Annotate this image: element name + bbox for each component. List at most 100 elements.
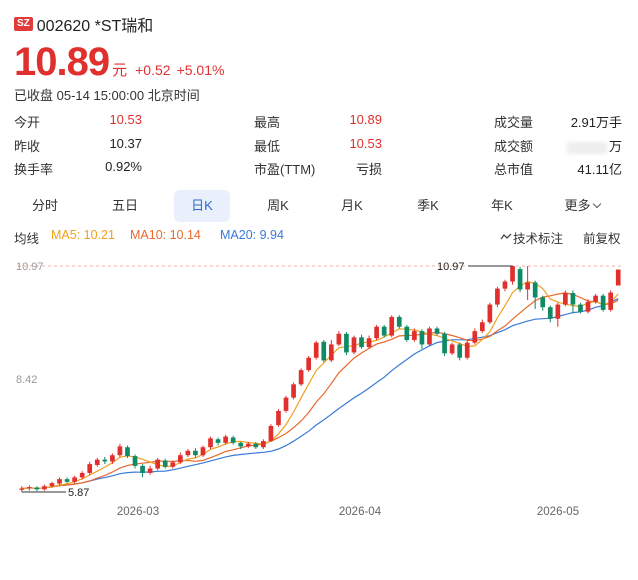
candle-body	[517, 269, 523, 290]
x-tick-label: 2026-05	[537, 506, 579, 518]
candle-body	[495, 288, 500, 305]
candle-body	[608, 292, 614, 310]
stock-title: 002620 *ST瑞和	[36, 18, 154, 35]
stat-label: 最高	[254, 115, 281, 130]
candle-body	[132, 456, 138, 466]
candle-body	[200, 447, 206, 456]
stock-header: SZ 002620 *ST瑞和	[14, 12, 153, 36]
stat-low: 最低 10.53	[254, 136, 382, 154]
candle-body	[396, 316, 402, 327]
candle-body	[487, 304, 493, 323]
candle-body	[117, 446, 123, 456]
market-status: 已收盘 05-14 15:00:00 北京时间	[14, 88, 200, 103]
ma20-line	[21, 298, 619, 490]
y-tick-label: 10.97	[16, 261, 44, 273]
ma10-line	[21, 292, 619, 490]
candle-body	[245, 443, 251, 447]
candle-body	[525, 282, 530, 290]
stat-label: 市盈(TTM)	[254, 162, 316, 177]
candle-body	[600, 295, 606, 310]
candle-body	[140, 465, 145, 473]
candle-body	[464, 342, 470, 358]
tab-yearly-k[interactable]: 年K	[491, 198, 513, 213]
stat-label: 换手率	[14, 162, 54, 177]
ma-legend: 均线 MA5: 10.21 MA10: 10.14 MA20: 9.94 技术标…	[14, 228, 626, 246]
candle-body	[125, 447, 130, 457]
candle-body	[110, 455, 115, 462]
candle-body	[283, 397, 289, 411]
current-price: 10.89	[14, 40, 110, 84]
price-change: +0.52	[135, 62, 171, 78]
candle-body	[185, 450, 191, 456]
candle-body	[540, 297, 546, 308]
candle-body	[328, 344, 334, 361]
candle-body	[87, 464, 93, 473]
candle-body	[208, 438, 213, 448]
adjust-button[interactable]: 前复权	[583, 232, 621, 246]
candle-body	[155, 459, 161, 469]
candle-body	[230, 437, 236, 443]
tab-monthly-k[interactable]: 月K	[341, 198, 363, 213]
candle-body	[615, 269, 621, 286]
tab-more[interactable]: 更多	[554, 190, 610, 222]
y-tick-label: 8.42	[16, 374, 37, 386]
candle-body	[298, 370, 304, 385]
tab-daily-k[interactable]: 日K	[174, 190, 230, 222]
trend-icon	[500, 233, 512, 240]
high-annotation-label: 10.97	[437, 261, 465, 273]
candle-body	[442, 333, 447, 354]
ma5-value: MA5: 10.21	[51, 228, 115, 242]
candle-body	[94, 459, 100, 465]
candle-body	[147, 468, 153, 473]
stat-label: 成交额	[494, 139, 534, 154]
candle-body	[170, 462, 176, 467]
stat-value: 2.91万手	[570, 115, 622, 130]
candle-body	[555, 304, 561, 319]
candle-body	[49, 483, 55, 487]
stat-value: 10.37	[109, 136, 142, 151]
stat-label: 昨收	[14, 139, 41, 154]
candle-body	[472, 331, 478, 343]
candle-body	[449, 344, 455, 354]
stat-prev-close: 昨收 10.37	[14, 136, 142, 154]
stat-turnover-rate: 换手率 0.92%	[14, 159, 142, 177]
candle-body	[162, 460, 168, 467]
stat-value: 0.92%	[105, 159, 142, 174]
candle-body	[570, 293, 576, 305]
candle-body	[42, 486, 47, 490]
ma20-value: MA20: 9.94	[220, 228, 284, 242]
candle-body	[359, 337, 364, 348]
price-change-percent: +5.01%	[176, 62, 225, 78]
candle-body	[177, 455, 183, 463]
candle-body	[366, 338, 372, 348]
candle-body	[276, 410, 281, 426]
candle-body	[532, 282, 538, 298]
price-unit: 元	[112, 62, 128, 79]
stat-label: 总市值	[494, 162, 534, 177]
candle-body	[57, 479, 62, 484]
tech-annotation-button[interactable]: 技术标注	[500, 228, 563, 246]
tab-weekly-k[interactable]: 周K	[267, 198, 289, 213]
stat-value: 亏损	[355, 162, 382, 177]
stat-value: 10.53	[349, 136, 382, 151]
stat-volume: 成交量 2.91万手	[494, 112, 622, 130]
ma10-value: MA10: 10.14	[130, 228, 201, 242]
x-tick-label: 2026-04	[339, 506, 382, 518]
candle-body	[563, 293, 568, 305]
candle-body	[434, 328, 440, 334]
candle-body	[404, 326, 410, 341]
stat-label: 今开	[14, 115, 41, 130]
x-tick-label: 2026-03	[117, 506, 159, 518]
candle-body	[578, 304, 583, 312]
candle-body	[479, 322, 485, 332]
tab-intraday[interactable]: 分时	[31, 198, 58, 213]
candle-body	[306, 357, 312, 371]
stat-value: 10.89	[349, 112, 382, 127]
candle-body	[502, 281, 508, 289]
candle-body	[547, 307, 553, 319]
candle-body	[261, 441, 266, 448]
candle-body	[26, 487, 32, 489]
tab-quarterly-k[interactable]: 季K	[417, 198, 439, 213]
tab-five-day[interactable]: 五日	[111, 198, 138, 213]
